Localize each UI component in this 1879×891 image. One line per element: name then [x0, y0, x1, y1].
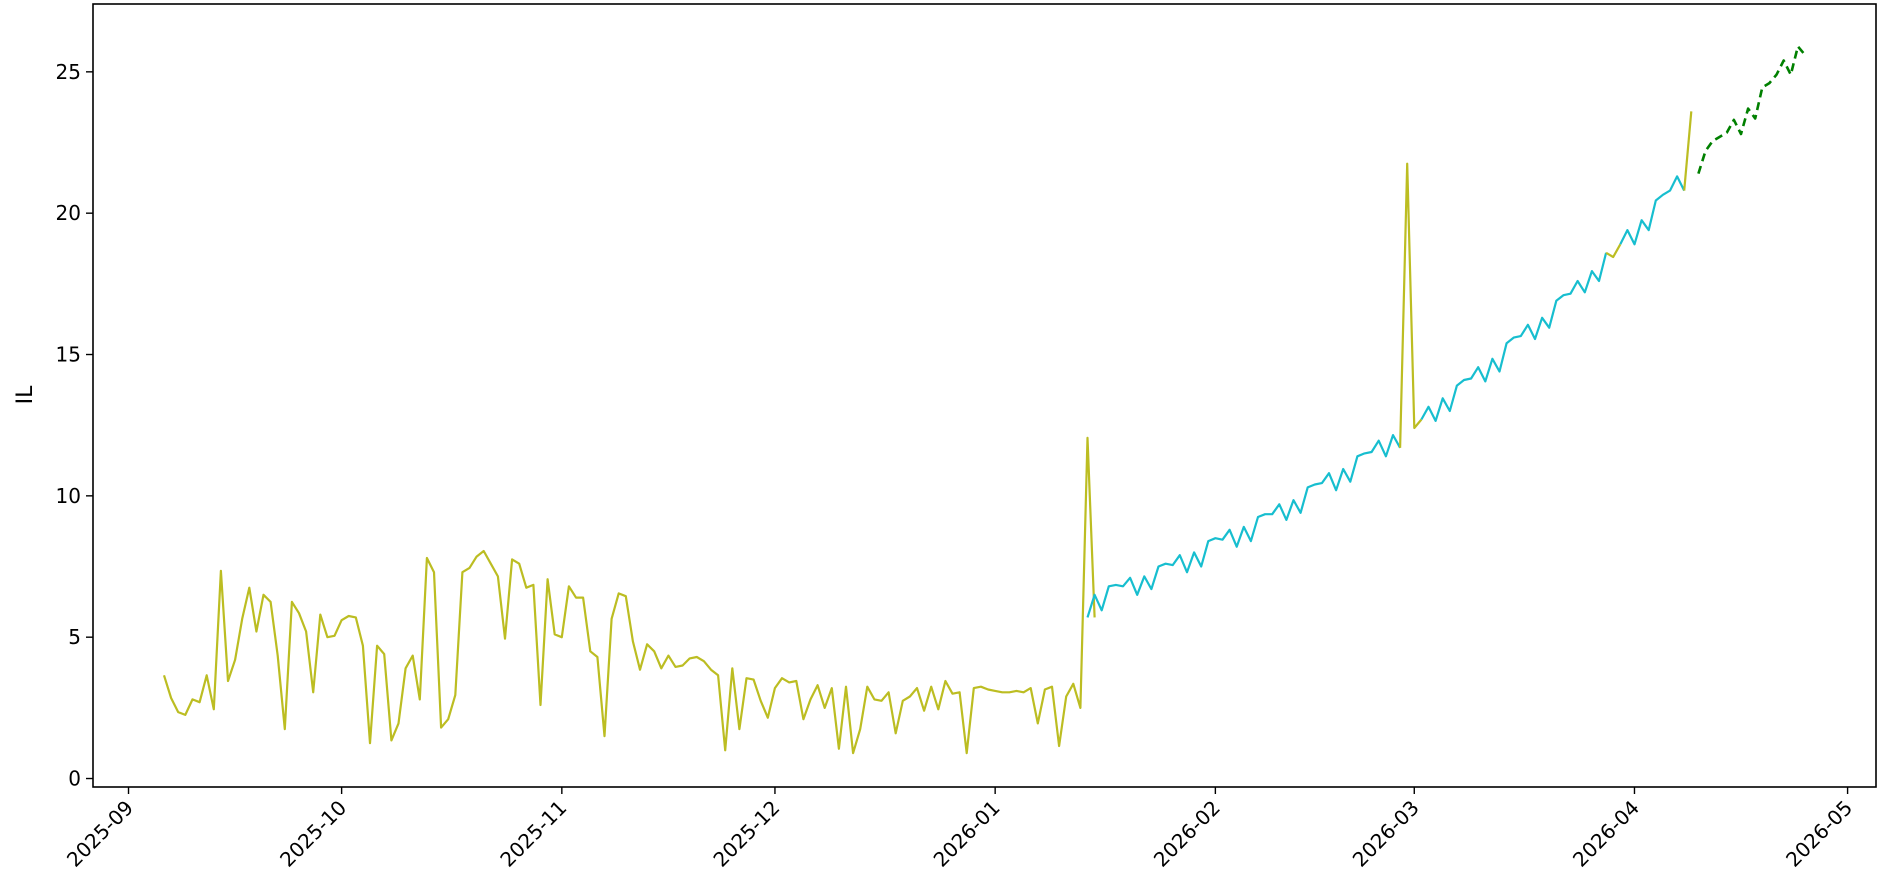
y-axis: 0 5 10 15 20 25: [56, 60, 93, 791]
series-line-3: [1399, 162, 1423, 448]
y-tick-label: 0: [68, 767, 81, 791]
series-line-7: [1683, 111, 1693, 191]
series-line-1: [162, 436, 1096, 755]
plot-frame: [92, 3, 1877, 788]
y-axis-label: IL: [13, 385, 38, 404]
y-tick-label: 15: [56, 343, 81, 367]
y-tick-label: 5: [68, 625, 81, 649]
y-tick-label: 25: [56, 60, 81, 84]
y-tick-label: 10: [56, 484, 81, 508]
series-line-2: [1086, 434, 1402, 618]
series-line-6: [1619, 175, 1686, 246]
series-line-8: [1697, 45, 1806, 174]
series-line-4: [1420, 252, 1608, 422]
plot-area: [162, 45, 1806, 755]
series-line-5: [1605, 243, 1622, 259]
y-tick-label: 20: [56, 201, 81, 225]
